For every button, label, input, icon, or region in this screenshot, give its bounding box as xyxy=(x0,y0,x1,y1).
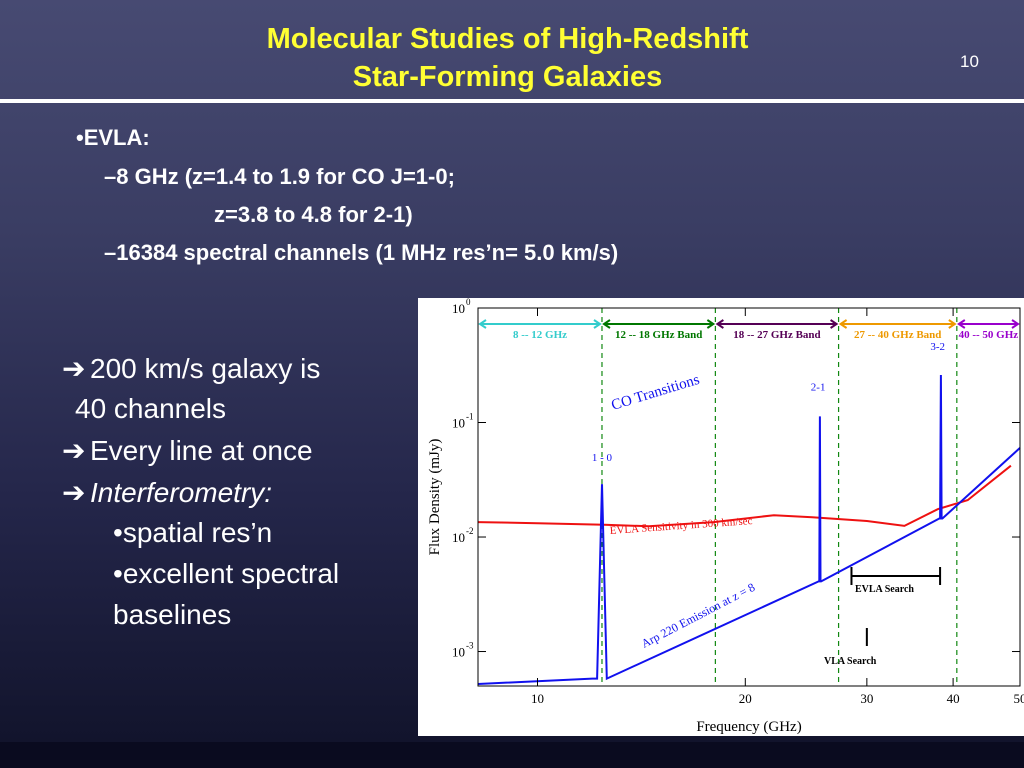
x-tick-label-4: 50 xyxy=(1014,691,1024,706)
band-arrowhead-left-4 xyxy=(957,319,966,329)
series-line-1 xyxy=(477,374,1021,685)
sub-point-spectral: •excellent spectral xyxy=(113,558,339,590)
sub-bullet-8ghz-continued: z=3.8 to 4.8 for 2-1) xyxy=(214,202,413,227)
x-axis-label: Frequency (GHz) xyxy=(696,719,801,735)
y-tick-exponent-1: -1 xyxy=(466,412,474,422)
arp220-emission-label: Arp 220 Emission at z = 8 xyxy=(639,580,757,651)
arrow-icon: ➔ xyxy=(62,353,86,384)
sub-bullet-8ghz-text: 8 GHz (z=1.4 to 1.9 for CO J=1-0; xyxy=(116,164,455,189)
title-line-2: Star-Forming Galaxies xyxy=(352,61,663,93)
band-arrowhead-right-2 xyxy=(830,319,839,329)
sub-bullet-channels-text: 16384 spectral channels (1 MHz res’n= 5.… xyxy=(116,240,619,265)
y-tick-label-2: 10 xyxy=(452,530,465,545)
point-every-line-text: Every line at once xyxy=(90,435,313,466)
transition-label-0: 1 - 0 xyxy=(592,452,613,464)
band-arrowhead-right-3 xyxy=(948,319,957,329)
arrow-icon: ➔ xyxy=(62,477,86,508)
y-tick-label-0: 10 xyxy=(452,301,465,316)
sub-point-marker: • xyxy=(113,558,123,589)
footer-bar xyxy=(0,742,1024,768)
sub-point-spectral-text: excellent spectral xyxy=(122,558,340,589)
x-tick-label-3: 40 xyxy=(947,691,960,706)
y-tick-exponent-3: -3 xyxy=(466,641,474,651)
y-axis-label: Flux Density (mJy) xyxy=(427,439,443,556)
sub-bullet-channels: –16384 spectral channels (1 MHz res’n= 5… xyxy=(104,240,618,266)
series-layer xyxy=(477,374,1021,685)
title-line-1: Molecular Studies of High-Redshift xyxy=(266,23,749,55)
x-tick-label-2: 30 xyxy=(860,691,873,706)
evla-search-label: EVLA Search xyxy=(855,584,914,595)
search-marker-layer xyxy=(850,567,942,646)
title-divider xyxy=(0,99,1024,103)
y-tick-exponent-0: 0 xyxy=(466,298,471,307)
band-arrowhead-right-0 xyxy=(593,319,602,329)
transition-label-1: 2-1 xyxy=(811,382,826,394)
spectrum-figure: 8 -- 12 GHz 12 -- 18 GHz Band 18 -- 27 GHz… xyxy=(418,297,1024,736)
point-interferometry-text: Interferometry: xyxy=(90,477,273,508)
x-tick-label-0: 10 xyxy=(531,691,544,706)
plot-frame xyxy=(477,307,1021,687)
band-label-0: 8 -- 12 GHz xyxy=(513,329,567,341)
band-arrowhead-left-0 xyxy=(478,319,487,329)
point-galaxy-continued: 40 channels xyxy=(75,393,227,424)
sub-bullet-marker: – xyxy=(104,164,117,189)
label-layer: 1 - 0 2-1 3-2 xyxy=(592,341,945,464)
band-edge-layer xyxy=(601,308,958,686)
y-tick-exponent-2: -2 xyxy=(466,526,474,536)
band-arrowhead-right-4 xyxy=(1011,319,1020,329)
slide-number: 10 xyxy=(960,52,979,71)
bullet-marker: • xyxy=(76,125,84,150)
sub-point-spatial: •spatial res’n xyxy=(113,517,272,549)
sub-bullet-marker: – xyxy=(104,240,117,265)
point-interferometry: ➔ Interferometry: xyxy=(62,476,272,509)
transition-label-2: 3-2 xyxy=(930,341,945,353)
bullet-evla: •EVLA: xyxy=(76,125,150,151)
bullet-evla-text: EVLA: xyxy=(83,125,150,150)
band-label-2: 18 -- 27 GHz Band xyxy=(733,329,820,341)
band-arrowhead-left-1 xyxy=(602,319,611,329)
sub-point-marker: • xyxy=(113,517,123,548)
band-arrowhead-left-3 xyxy=(838,319,848,329)
spectrum-chart: 8 -- 12 GHz 12 -- 18 GHz Band 18 -- 27 GHz… xyxy=(427,297,1024,735)
co-transitions-label: CO Transitions xyxy=(609,372,701,414)
sub-point-spectral-continued: baselines xyxy=(113,599,232,630)
point-every-line: ➔ Every line at once xyxy=(62,434,313,467)
sub-point-spatial-text: spatial res’n xyxy=(122,517,273,548)
y-tick-label-3: 10 xyxy=(452,645,465,660)
band-layer: 8 -- 12 GHz 12 -- 18 GHz Band 18 -- 27 GHz… xyxy=(478,319,1020,341)
arrow-icon: ➔ xyxy=(62,435,86,466)
vla-search-label: VLA Search xyxy=(824,656,877,667)
band-label-1: 12 -- 18 GHz Band xyxy=(615,329,702,341)
slide-title: Molecular Studies of High-Redshift Star-… xyxy=(140,20,875,96)
sub-bullet-8ghz: –8 GHz (z=1.4 to 1.9 for CO J=1-0; xyxy=(104,164,455,190)
evla-sensitivity-label: EVLA Sensitivity in 300 km/sec xyxy=(609,515,753,537)
band-arrowhead-right-1 xyxy=(706,319,716,329)
point-galaxy-channels: ➔ 200 km/s galaxy is xyxy=(62,352,320,385)
band-label-3: 27 -- 40 GHz Band xyxy=(854,329,941,341)
x-tick-label-1: 20 xyxy=(739,691,752,706)
band-label-4: 40 -- 50 GHz xyxy=(959,329,1019,341)
band-arrowhead-left-2 xyxy=(715,319,724,329)
series-line-0 xyxy=(477,464,1012,528)
y-tick-label-1: 10 xyxy=(452,416,465,431)
point-galaxy-text: 200 km/s galaxy is xyxy=(90,353,321,384)
